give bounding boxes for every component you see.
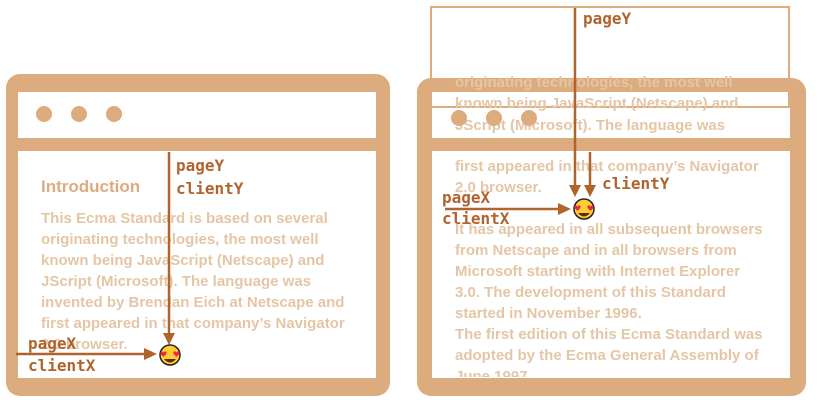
body-line: first appeared in that company’s Navigat… xyxy=(41,315,345,332)
clientY-label: clientY xyxy=(602,174,670,193)
body-line: The first edition of this Ecma Standard … xyxy=(455,326,763,343)
clientX-label: clientX xyxy=(442,209,510,228)
left-browser-window: Introduction This Ecma Standard is based… xyxy=(6,74,390,396)
body-line: Microsoft starting with Internet Explore… xyxy=(455,263,740,280)
pageY-label: pageY xyxy=(176,156,225,175)
right-browser-window: originating technologies, the most well … xyxy=(417,6,806,396)
body-line: known being JavaScript (Netscape) and xyxy=(41,252,324,269)
scrolled-line: originating technologies, the most well xyxy=(455,74,733,91)
body-line: 2.0 browser. xyxy=(455,179,542,196)
body-line: started in November 1996. xyxy=(455,305,642,322)
body-line: invented by Brendan Eich at Netscape and xyxy=(41,294,344,311)
clientY-label: clientY xyxy=(176,179,244,198)
pageX-label: pageX xyxy=(442,188,491,207)
pageX-label: pageX xyxy=(28,334,77,353)
body-line: JScript (Microsoft). The language was xyxy=(41,273,311,290)
left-window-frame xyxy=(6,74,390,396)
document-outline xyxy=(430,6,790,108)
window-dot-icon xyxy=(486,110,502,126)
right-window-frame xyxy=(417,78,806,396)
arrowhead-down xyxy=(569,185,581,197)
body-line: 2.0 browser. xyxy=(41,336,128,353)
body-line: It has appeared in all subsequent browse… xyxy=(455,221,763,238)
window-dot-icon xyxy=(451,110,467,126)
body-line: This Ecma Standard is based on several xyxy=(41,210,328,227)
window-dot-icon xyxy=(71,106,87,122)
section-heading: Introduction xyxy=(41,177,140,196)
body-line: first appeared in that company’s Navigat… xyxy=(455,158,759,175)
body-line: June 1997. xyxy=(455,368,532,385)
heart-eyes-emoji-icon xyxy=(573,198,595,220)
body-line: originating technologies, the most well xyxy=(41,231,319,248)
body-line: 3.0. The development of this Standard xyxy=(455,284,726,301)
heart-eyes-emoji-icon xyxy=(159,344,181,366)
body-line: adopted by the Ecma General Assembly of xyxy=(455,347,760,364)
body-line: from Netscape and in all browsers from xyxy=(455,242,737,259)
window-dot-icon xyxy=(521,110,537,126)
arrowhead-right xyxy=(558,203,571,215)
window-dot-icon xyxy=(36,106,52,122)
arrowhead-down xyxy=(584,185,596,197)
arrowhead-right xyxy=(144,348,157,360)
arrowhead-down xyxy=(163,333,175,345)
window-dot-icon xyxy=(106,106,122,122)
clientX-label: clientX xyxy=(28,356,96,375)
scrolled-line: known being JavaScript (Netscape) and xyxy=(455,95,738,112)
pageY-label: pageY xyxy=(583,9,632,28)
